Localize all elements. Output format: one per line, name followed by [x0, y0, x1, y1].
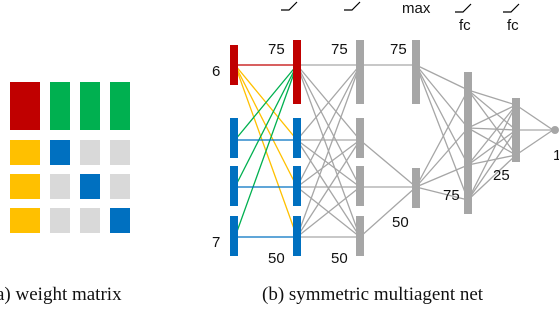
matrix-cell-r3c2: [80, 208, 100, 233]
pool-bottom-size-label: 50: [392, 214, 409, 231]
layer2-to-pool-edges: [359, 64, 417, 238]
matrix-cell-r0c2: [80, 82, 100, 130]
weight-matrix: [10, 82, 130, 233]
matrix-cell-r1c0: [10, 140, 40, 165]
fc1-layer: [464, 72, 472, 214]
layer1-agent-2: [293, 166, 301, 206]
layer1-to-layer2-edges: [296, 64, 361, 238]
matrix-cell-r3c0: [10, 208, 40, 233]
pool-op-label: max: [402, 0, 431, 17]
relu-icon-fc1: [455, 3, 472, 13]
activation-glyphs: [281, 1, 520, 13]
fc1-size-label: 75: [443, 187, 460, 204]
layer2-agent-1: [356, 118, 364, 158]
output-size-label: 1: [553, 147, 559, 164]
layer2-agent-2: [356, 166, 364, 206]
matrix-cell-r2c0: [10, 174, 40, 199]
matrix-cell-r3c3: [110, 208, 130, 233]
fc2-layer: [512, 98, 520, 162]
fc1-op-label: fc: [459, 17, 471, 34]
caption-multiagent-net: (b) symmetric multiagent net: [262, 284, 484, 305]
input-agent-top: [230, 45, 238, 85]
input-top-size-label: 6: [212, 63, 220, 80]
fc2-to-output-edges: [515, 104, 554, 156]
input-bottom-size-label: 7: [212, 234, 220, 251]
pool-to-fc1-edges: [415, 64, 469, 201]
layer2-bottom-size-label: 50: [331, 250, 348, 267]
input-agent-2: [230, 166, 238, 206]
pool-top: [412, 40, 420, 104]
network-layers: [230, 40, 559, 256]
matrix-cell-r0c0: [10, 82, 40, 130]
output-node: [551, 126, 559, 134]
matrix-cell-r2c2: [80, 174, 100, 199]
layer1-agent-1: [293, 118, 301, 158]
fc2-size-label: 25: [493, 167, 510, 184]
matrix-cell-r0c1: [50, 82, 70, 130]
relu-icon-layer1: [281, 1, 298, 11]
pool-top-size-label: 75: [390, 41, 407, 58]
layer1-top: [293, 40, 301, 104]
input-agent-3: [230, 216, 238, 256]
layer2-top: [356, 40, 364, 104]
network-connections: [234, 64, 554, 238]
matrix-cell-r1c3: [110, 140, 130, 165]
matrix-cell-r2c1: [50, 174, 70, 199]
matrix-cell-r0c3: [110, 82, 130, 130]
layer1-top-size-label: 75: [268, 41, 285, 58]
matrix-cell-r3c1: [50, 208, 70, 233]
pool-bottom: [412, 168, 420, 208]
edge-g3-to-top: [234, 64, 298, 238]
matrix-cell-r1c2: [80, 140, 100, 165]
fc2-op-label: fc: [507, 17, 519, 34]
edge-g1-to-top: [234, 64, 298, 141]
edge-g2-to-top: [234, 64, 298, 188]
matrix-cell-r2c3: [110, 174, 130, 199]
layer1-agent-3: [293, 216, 301, 256]
relu-icon-fc2: [503, 3, 520, 13]
caption-weight-matrix: a) weight matrix: [0, 284, 122, 305]
layer1-bottom-size-label: 50: [268, 250, 285, 267]
input-agent-1: [230, 118, 238, 158]
layer2-agent-3: [356, 216, 364, 256]
layer2-top-size-label: 75: [331, 41, 348, 58]
fc1-to-fc2-edges: [467, 89, 517, 201]
matrix-cell-r1c1: [50, 140, 70, 165]
relu-icon-layer2: [344, 1, 361, 11]
